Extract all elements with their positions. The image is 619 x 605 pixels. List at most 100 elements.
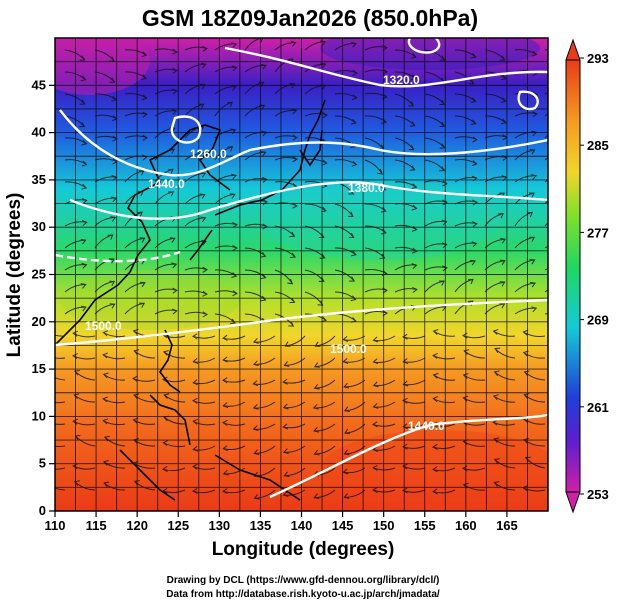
streamline-arrowhead: [320, 206, 327, 213]
streamline-arrowhead: [260, 63, 267, 70]
streamline-arrowhead: [72, 418, 78, 425]
streamline-arrowhead: [499, 281, 506, 287]
streamline-arrowhead: [379, 253, 386, 259]
streamline-arrowhead: [321, 159, 328, 166]
streamline-arrowhead: [222, 488, 228, 495]
streamline-arrowhead: [409, 121, 416, 127]
streamline-arrowhead: [81, 220, 88, 226]
colorbar-upper-triangle: [565, 38, 581, 61]
streamline-arrowhead: [441, 242, 448, 249]
streamline-arrowhead: [142, 111, 148, 118]
warm-band-west: [60, 270, 240, 330]
streamline-arrowhead: [110, 216, 117, 222]
streamline-arrowhead: [81, 160, 88, 167]
streamline-arrowhead: [350, 118, 357, 125]
streamline-arrowhead: [102, 418, 109, 425]
streamline-arrowhead: [102, 396, 108, 403]
contour-label-1: 1320.0: [383, 73, 420, 87]
streamline-arrowhead: [102, 460, 109, 466]
streamline: [55, 423, 66, 425]
streamline-arrowhead: [141, 94, 148, 101]
streamline: [55, 377, 66, 381]
streamline-arrowhead: [348, 232, 355, 238]
colorbar: 293 285 277 269 261 253: [565, 38, 609, 514]
streamline-arrowhead: [342, 468, 349, 475]
streamline-arrowhead: [350, 250, 357, 257]
streamline-arrowhead: [231, 272, 238, 278]
streamline-arrowhead: [260, 295, 267, 302]
streamline-arrowhead: [467, 278, 474, 285]
streamline-arrowhead: [558, 191, 563, 196]
streamline-arrowhead: [372, 464, 378, 471]
contour-1500: [55, 298, 548, 347]
lat-tick-label: 40: [32, 125, 46, 140]
streamline-arrowhead: [172, 308, 178, 315]
streamline-arrowhead: [529, 149, 536, 155]
streamline-arrowhead: [432, 466, 438, 473]
streamline-arrowhead: [102, 352, 108, 359]
streamline-arrowhead: [80, 75, 87, 82]
streamline: [544, 221, 548, 227]
streamline-arrowhead: [501, 175, 508, 182]
contour-label-2: 1260.0: [190, 147, 227, 161]
streamline-arrowhead: [133, 393, 140, 400]
streamline-arrowhead: [432, 352, 438, 359]
streamline-arrowhead: [133, 349, 140, 356]
streamline-arrowhead: [322, 112, 328, 119]
streamline-arrowhead: [109, 77, 116, 83]
streamline-arrowhead: [320, 62, 327, 69]
streamline-arrowhead: [108, 258, 115, 264]
streamline-arrowhead: [442, 180, 448, 187]
streamline: [55, 334, 66, 337]
streamline-arrowhead: [222, 402, 229, 409]
streamline-arrowhead: [498, 213, 505, 219]
lat-tick-label: 10: [32, 408, 46, 423]
streamline-arrowhead: [561, 152, 566, 157]
streamline-arrowhead: [45, 481, 50, 486]
streamline-arrowhead: [231, 42, 238, 48]
streamline-arrowhead: [252, 380, 259, 387]
streamline-arrowhead: [352, 69, 358, 76]
streamline-arrowhead: [342, 358, 349, 364]
streamline-arrowhead: [132, 417, 139, 424]
streamline-arrowhead: [192, 463, 198, 470]
streamline-arrowhead: [524, 456, 531, 463]
streamline-arrowhead: [169, 148, 176, 154]
streamline: [544, 92, 548, 95]
streamline-arrowhead: [79, 121, 86, 128]
streamline-arrowhead: [402, 358, 409, 365]
streamline-arrowhead: [439, 166, 446, 172]
streamline-arrowhead: [493, 481, 500, 487]
chart-title: GSM 18Z09Jan2026 (850.0hPa): [142, 5, 478, 31]
streamline-arrowhead: [411, 226, 418, 232]
contour-labels: 1320.0 1260.0 1380.0 1440.0 1500.0 1500.…: [85, 73, 445, 433]
streamline-arrowhead: [318, 276, 325, 282]
streamline-arrowhead: [284, 341, 291, 347]
streamline-arrowhead: [382, 287, 388, 294]
streamline-arrowhead: [500, 74, 507, 81]
streamline-arrowhead: [408, 144, 415, 151]
streamline: [55, 487, 66, 491]
streamline-arrowhead: [351, 160, 358, 167]
contour-1440: [69, 181, 548, 220]
streamline-arrowhead: [202, 311, 208, 318]
streamline-arrowhead: [74, 370, 80, 376]
streamline-arrowhead: [502, 154, 508, 161]
moist-band-east: [260, 180, 500, 260]
colorbar-tick-label: 285: [587, 138, 609, 153]
streamline-arrowhead: [318, 232, 325, 238]
streamline-arrowhead: [132, 438, 139, 444]
streamline-arrowhead: [531, 306, 538, 313]
streamline-arrowhead: [261, 130, 268, 137]
lon-tick-label: 125: [167, 518, 189, 533]
streamline-arrowhead: [442, 265, 448, 272]
streamline-arrowhead: [471, 175, 478, 182]
streamline-arrowhead: [230, 173, 237, 180]
streamline-arrowhead: [192, 487, 198, 494]
streamline-arrowhead: [290, 252, 296, 259]
streamline-arrowhead: [402, 423, 408, 430]
streamline-arrowhead: [350, 316, 357, 323]
streamline-arrowhead: [222, 356, 228, 363]
streamline-arrowhead: [472, 221, 478, 228]
streamline-arrowhead: [111, 175, 118, 181]
